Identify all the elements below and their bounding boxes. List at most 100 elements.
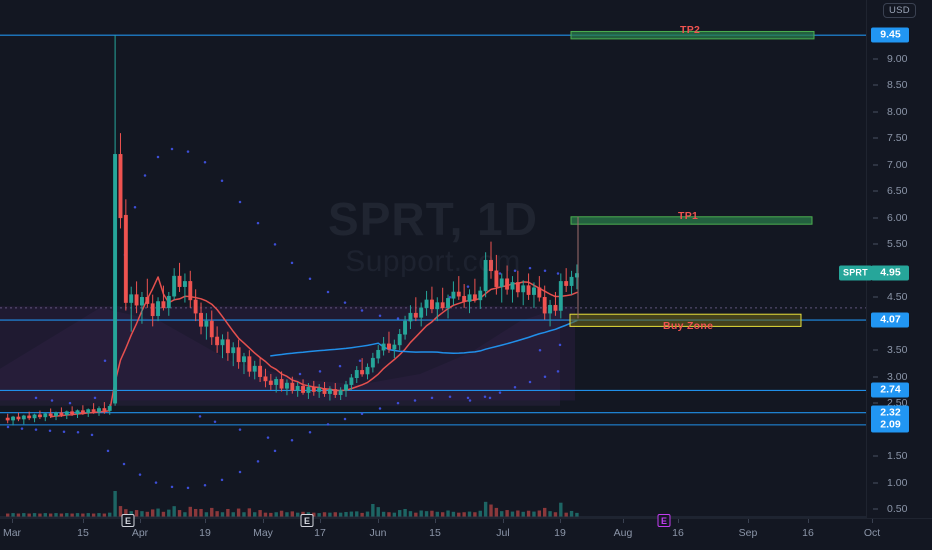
chart-canvas (0, 30, 866, 518)
volume-bar (48, 513, 53, 517)
price-badge-274[interactable]: 2.74 (871, 382, 909, 398)
price-tick-mark (873, 217, 878, 219)
volume-bar (43, 513, 47, 517)
currency-badge[interactable]: USD (883, 3, 916, 18)
candle-body (478, 290, 483, 301)
candle-body (542, 297, 547, 314)
candle-body (558, 281, 563, 311)
price-badge-232[interactable]: 2.32 (871, 405, 909, 421)
band-upper-dot (93, 396, 97, 400)
band-upper-dot (186, 150, 190, 153)
band-mid-dot (68, 401, 72, 405)
price-tick-label: 0.50 (887, 503, 908, 516)
volume-bar (398, 510, 402, 517)
volume-bar (258, 510, 262, 517)
candle-body (574, 273, 579, 278)
volume-bar (285, 512, 289, 517)
candle-body (75, 410, 80, 415)
candle-body (150, 303, 155, 317)
candle-body (284, 382, 289, 389)
earnings-marker-2[interactable]: E (300, 514, 314, 527)
band-lower-dot (220, 478, 224, 482)
volume-bar (532, 511, 536, 517)
band-upper-dot (396, 317, 400, 320)
price-tick-mark (873, 376, 878, 378)
candle-body (311, 387, 316, 392)
earnings-marker-1[interactable]: E (121, 514, 135, 527)
candle-body (123, 214, 128, 303)
volume-bar (22, 513, 26, 517)
volume-bar (204, 512, 209, 517)
volume-bar (494, 507, 499, 517)
candle-body (80, 410, 85, 413)
candle-body (107, 406, 112, 411)
volume-bar (167, 509, 171, 517)
candle-body (166, 295, 171, 309)
band-upper-dot (556, 272, 560, 275)
candle-body (499, 278, 504, 287)
candle-body (333, 389, 338, 395)
candle-body (494, 270, 499, 287)
price-badge-407[interactable]: 4.07 (871, 312, 909, 328)
price-tick-mark (873, 84, 878, 86)
price-tick-label: 8.00 (887, 105, 908, 118)
volume-bar (140, 511, 144, 517)
candle-body (209, 320, 214, 338)
volume-bar (16, 513, 21, 517)
band-lower-dot (396, 401, 400, 405)
candle-body (537, 287, 542, 298)
volume-bar (360, 512, 364, 517)
volume-bar (161, 511, 166, 517)
volume-bar (317, 513, 321, 517)
candle-body (32, 414, 37, 419)
band-lower-dot (34, 428, 38, 431)
price-axis[interactable]: USD 9.00 8.50 8.00 7.50 7.00 6.50 6.00 5.50 4.50… (839, 0, 932, 518)
buy-zone[interactable] (569, 313, 802, 327)
candle-body (387, 343, 391, 350)
candle-body (177, 275, 182, 287)
candle-body (467, 294, 472, 302)
candle-body (435, 302, 440, 310)
price-badge-945[interactable]: 9.45 (871, 27, 909, 43)
candle-body (451, 291, 456, 299)
candle-body (225, 339, 230, 354)
band-upper-dot (360, 309, 364, 312)
tp1-zone[interactable] (570, 216, 813, 225)
candle-body (521, 285, 526, 293)
chart-plot-area[interactable] (0, 0, 866, 518)
volume-bar (242, 512, 246, 517)
price-badge-209[interactable]: 2.09 (871, 417, 909, 433)
time-axis[interactable]: Mar 15 Apr 19 May 17 Jun 15 Jul 19 Aug 16 Sep 16 Oct (0, 518, 932, 550)
candle-body (322, 388, 327, 394)
band-upper-dot (543, 269, 547, 273)
buy-zone-label[interactable]: Buy Zone (663, 320, 714, 332)
candle-body (279, 379, 284, 389)
candle-body (424, 299, 429, 309)
candle-body (161, 301, 166, 309)
earnings-marker-3[interactable]: E (657, 514, 671, 527)
price-badge-last[interactable]: 4.95 SPRT (839, 265, 909, 281)
candle-body (27, 415, 32, 419)
candle-body (11, 416, 16, 421)
candle-body (344, 384, 348, 391)
candle-body (456, 291, 461, 297)
time-tick-mark (808, 519, 809, 523)
volume-bar (183, 512, 187, 517)
band-lower-dot (448, 395, 452, 399)
volume-bar (11, 513, 15, 517)
tp1-zone-label[interactable]: TP1 (678, 210, 699, 222)
candle-body (5, 417, 10, 421)
price-tick-mark (873, 402, 878, 404)
price-tick-label: 1.50 (887, 450, 908, 463)
volume-bar (188, 506, 192, 517)
band-lower-dot (203, 483, 207, 487)
candle-body (548, 304, 553, 314)
candle-body (215, 336, 220, 346)
volume-bar (553, 512, 558, 517)
tp2-zone[interactable] (570, 30, 815, 40)
volume-bar (564, 512, 568, 517)
candle-body (365, 366, 370, 375)
band-lower-dot (430, 396, 434, 400)
tp2-zone-label[interactable]: TP2 (680, 24, 701, 36)
